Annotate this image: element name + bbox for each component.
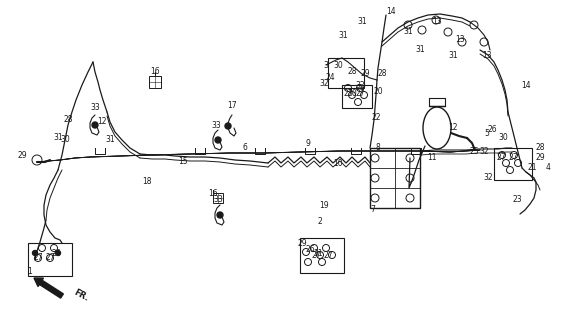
Text: 7: 7 <box>371 205 375 214</box>
Text: 19: 19 <box>319 201 329 210</box>
Text: 4: 4 <box>546 164 550 172</box>
Text: 23: 23 <box>512 196 522 204</box>
Ellipse shape <box>423 107 451 149</box>
Bar <box>28 243 72 276</box>
Text: 32: 32 <box>355 81 365 90</box>
Text: 30: 30 <box>498 133 508 142</box>
Circle shape <box>225 123 231 129</box>
Text: 22: 22 <box>371 114 381 123</box>
Text: 10: 10 <box>333 158 343 167</box>
Text: 33: 33 <box>213 196 223 204</box>
Text: 33: 33 <box>211 121 221 130</box>
Text: 17: 17 <box>227 100 237 109</box>
Bar <box>494 148 532 180</box>
Circle shape <box>92 122 98 128</box>
Text: 8: 8 <box>376 143 380 153</box>
Text: 27: 27 <box>33 253 43 262</box>
Text: 27: 27 <box>355 89 365 98</box>
Text: 13: 13 <box>432 18 442 27</box>
Bar <box>300 238 344 273</box>
Text: 20: 20 <box>373 87 383 97</box>
Text: 13: 13 <box>455 36 465 44</box>
Text: 12: 12 <box>97 117 107 126</box>
Text: 27: 27 <box>343 89 353 98</box>
Text: 28: 28 <box>347 68 357 76</box>
Text: 26: 26 <box>51 249 61 258</box>
FancyArrow shape <box>34 278 63 298</box>
Text: 31: 31 <box>338 30 348 39</box>
Text: 5: 5 <box>484 129 490 138</box>
Text: 13: 13 <box>482 51 492 60</box>
Text: 11: 11 <box>427 154 437 163</box>
Text: 31: 31 <box>53 132 63 141</box>
Text: 18: 18 <box>142 178 152 187</box>
Text: 28: 28 <box>535 143 545 153</box>
Text: 31: 31 <box>448 51 458 60</box>
Text: 14: 14 <box>521 81 531 90</box>
Text: 32: 32 <box>319 78 329 87</box>
Bar <box>370 148 420 208</box>
Text: 27: 27 <box>323 252 333 260</box>
Text: 27: 27 <box>508 154 518 163</box>
Text: 29: 29 <box>17 150 27 159</box>
Text: 1: 1 <box>27 268 33 276</box>
Text: 9: 9 <box>305 139 311 148</box>
Circle shape <box>217 212 223 218</box>
Text: 31: 31 <box>313 249 323 258</box>
Text: 15: 15 <box>178 157 188 166</box>
Text: 29: 29 <box>360 68 370 77</box>
Text: 27: 27 <box>45 253 55 262</box>
Text: 29: 29 <box>535 154 545 163</box>
Text: 12: 12 <box>448 124 458 132</box>
Text: 25: 25 <box>469 148 479 156</box>
Text: 30: 30 <box>60 135 70 145</box>
Circle shape <box>33 251 38 255</box>
Text: 33: 33 <box>90 103 100 113</box>
Text: 6: 6 <box>243 143 248 153</box>
Text: 32: 32 <box>483 173 493 182</box>
Bar <box>328 58 364 88</box>
Text: 27: 27 <box>496 154 506 163</box>
Text: 21: 21 <box>527 164 537 172</box>
Text: 3: 3 <box>324 60 328 69</box>
Text: 30: 30 <box>347 89 357 98</box>
Bar <box>342 85 372 108</box>
Circle shape <box>215 137 221 143</box>
Text: 24: 24 <box>325 74 335 83</box>
Text: 28: 28 <box>378 68 387 77</box>
Text: 26: 26 <box>487 125 497 134</box>
Circle shape <box>55 251 61 255</box>
Text: FR.: FR. <box>72 287 90 303</box>
Text: 2: 2 <box>317 218 323 227</box>
Text: 31: 31 <box>403 28 413 36</box>
Bar <box>149 76 161 88</box>
Text: 27: 27 <box>311 252 321 260</box>
Text: 28: 28 <box>63 116 73 124</box>
Text: 31: 31 <box>105 135 115 145</box>
Text: 30: 30 <box>333 60 343 69</box>
Text: 16: 16 <box>150 68 160 76</box>
Bar <box>213 193 223 203</box>
Text: 32: 32 <box>479 148 489 156</box>
Text: 26: 26 <box>305 245 315 254</box>
Text: 14: 14 <box>386 7 396 17</box>
Text: 31: 31 <box>415 45 425 54</box>
Text: 31: 31 <box>357 18 367 27</box>
Text: 16: 16 <box>208 188 218 197</box>
Text: 29: 29 <box>297 238 307 247</box>
